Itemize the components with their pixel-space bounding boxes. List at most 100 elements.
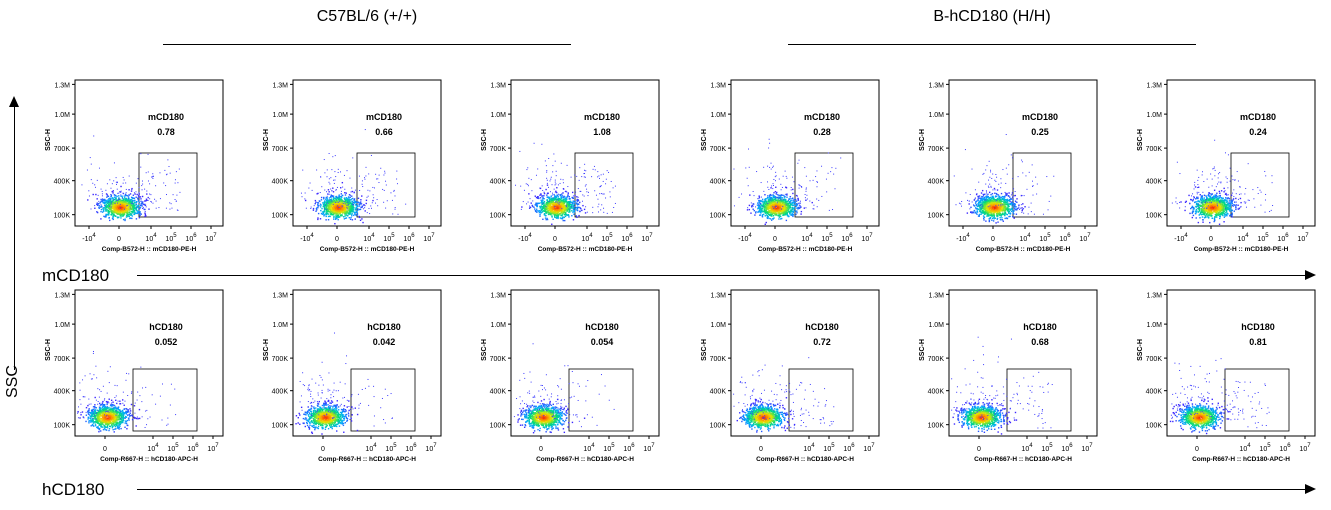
y-tick-label: 1.3M bbox=[1146, 82, 1162, 89]
gate-value: 0.28 bbox=[813, 127, 831, 137]
x-tick-label: 0 bbox=[553, 236, 557, 243]
x-tick-label: 0 bbox=[1209, 236, 1213, 243]
y-tick-label: 700K bbox=[1146, 356, 1163, 363]
y-tick-label: 1.0M bbox=[490, 322, 506, 329]
gate-box bbox=[568, 368, 634, 432]
y-tick-label: 100K bbox=[1146, 213, 1163, 220]
x-axis-title: Comp-B572-H :: mCD180-PE-H bbox=[758, 246, 853, 253]
x-tick-label: 106 bbox=[621, 233, 633, 243]
y-tick-label: 100K bbox=[710, 213, 727, 220]
gate-label: mCD180 bbox=[1240, 112, 1276, 122]
x-tick-label: 107 bbox=[861, 233, 873, 243]
gate-value: 0.81 bbox=[1249, 337, 1267, 347]
plot-frame bbox=[1166, 289, 1316, 437]
cell-population bbox=[733, 138, 842, 225]
x-tick-label: 104 bbox=[803, 443, 815, 453]
gate-box bbox=[356, 152, 416, 218]
x-tick-label: 107 bbox=[425, 443, 437, 453]
row2-x-arrow-line bbox=[137, 489, 1305, 490]
y-axis-title: SSC-H bbox=[45, 339, 52, 361]
y-tick-label: 1.0M bbox=[710, 112, 726, 119]
y-tick-label: 100K bbox=[272, 213, 289, 220]
row1-x-arrow-head bbox=[1305, 270, 1316, 280]
plot-frame bbox=[948, 79, 1098, 227]
y-tick-label: 100K bbox=[272, 423, 289, 430]
flow-plot-svg: 100K 400K 700K 1.0M 1.3M SSC-H -104 0 104 105 106 1… bbox=[45, 79, 224, 253]
x-tick-label: 105 bbox=[383, 233, 395, 243]
cell-population bbox=[951, 336, 1053, 435]
flow-panel-r1-c3: 100K 400K 700K 1.0M 1.3M SSC-H -104 0 104 105 106 1… bbox=[476, 72, 666, 272]
gate-box bbox=[1012, 152, 1072, 218]
x-tick-label: 0 bbox=[1195, 446, 1199, 453]
y-tick-label: 1.3M bbox=[1146, 292, 1162, 299]
y-tick-label: 700K bbox=[1146, 146, 1163, 153]
flow-panel-r2-c3: 100K 400K 700K 1.0M 1.3M SSC-H 0 104 105 106 107 Co… bbox=[476, 282, 666, 482]
y-arrow-line bbox=[14, 100, 15, 370]
y-tick-label: 1.0M bbox=[272, 112, 288, 119]
gate-label: mCD180 bbox=[804, 112, 840, 122]
x-tick-label: -104 bbox=[956, 233, 970, 243]
cell-population bbox=[77, 350, 177, 433]
y-tick-label: 400K bbox=[928, 179, 945, 186]
x-tick-label: 106 bbox=[1059, 233, 1071, 243]
x-tick-label: 107 bbox=[1299, 443, 1311, 453]
flow-plot-svg: 100K 400K 700K 1.0M 1.3M SSC-H 0 104 105 106 107 Co… bbox=[919, 289, 1098, 463]
x-tick-label: 106 bbox=[623, 443, 635, 453]
y-tick-label: 400K bbox=[54, 389, 71, 396]
y-axis-title: SSC-H bbox=[919, 129, 926, 151]
y-tick-label: 1.0M bbox=[272, 322, 288, 329]
x-tick-label: 105 bbox=[603, 443, 615, 453]
gate-box bbox=[1224, 368, 1290, 432]
x-tick-label: 106 bbox=[841, 233, 853, 243]
y-tick-label: 100K bbox=[490, 423, 507, 430]
cell-population bbox=[953, 134, 1055, 224]
gate-label: mCD180 bbox=[584, 112, 620, 122]
plot-frame bbox=[292, 79, 442, 227]
gate-value: 0.054 bbox=[591, 337, 614, 347]
flow-plot-svg: 100K 400K 700K 1.0M 1.3M SSC-H 0 104 105 106 107 Co… bbox=[1137, 289, 1316, 463]
gate-value: 0.68 bbox=[1031, 337, 1049, 347]
y-tick-label: 1.3M bbox=[490, 292, 506, 299]
flow-plot-svg: 100K 400K 700K 1.0M 1.3M SSC-H -104 0 104 105 106 1… bbox=[701, 79, 880, 253]
gate-label: mCD180 bbox=[366, 112, 402, 122]
x-tick-label: 105 bbox=[165, 233, 177, 243]
x-axis-title: Comp-B572-H :: mCD180-PE-H bbox=[102, 246, 197, 253]
x-tick-label: 104 bbox=[1019, 233, 1031, 243]
y-tick-label: 700K bbox=[490, 146, 507, 153]
x-axis-title: Comp-R667-H :: hCD180-APC-H bbox=[1192, 456, 1290, 463]
flow-plot-svg: 100K 400K 700K 1.0M 1.3M SSC-H 0 104 105 106 107 Co… bbox=[701, 289, 880, 463]
y-tick-label: 1.0M bbox=[928, 322, 944, 329]
x-tick-label: 0 bbox=[539, 446, 543, 453]
y-axis-title: SSC-H bbox=[701, 339, 708, 361]
plot-frame bbox=[730, 289, 880, 437]
y-axis-title: SSC-H bbox=[1137, 129, 1144, 151]
gate-box bbox=[794, 152, 854, 218]
flow-plot-svg: 100K 400K 700K 1.0M 1.3M SSC-H 0 104 105 106 107 Co… bbox=[263, 289, 442, 463]
cell-population bbox=[1169, 358, 1270, 435]
gate-label: hCD180 bbox=[367, 322, 401, 332]
x-tick-label: 104 bbox=[1021, 443, 1033, 453]
flow-panel-r1-c2: 100K 400K 700K 1.0M 1.3M SSC-H -104 0 104 105 106 1… bbox=[258, 72, 448, 272]
gate-box bbox=[1006, 368, 1072, 432]
gate-value: 0.66 bbox=[375, 127, 393, 137]
x-tick-label: 106 bbox=[403, 233, 415, 243]
flow-plot-svg: 100K 400K 700K 1.0M 1.3M SSC-H 0 104 105 106 107 Co… bbox=[45, 289, 224, 463]
cell-population bbox=[1171, 139, 1274, 225]
y-tick-label: 1.3M bbox=[272, 82, 288, 89]
y-tick-label: 1.3M bbox=[928, 292, 944, 299]
x-tick-label: 105 bbox=[385, 443, 397, 453]
x-tick-label: 0 bbox=[321, 446, 325, 453]
x-tick-label: -104 bbox=[1174, 233, 1188, 243]
flow-panel-r1-c5: 100K 400K 700K 1.0M 1.3M SSC-H -104 0 104 105 106 1… bbox=[914, 72, 1104, 272]
x-tick-label: 106 bbox=[1061, 443, 1073, 453]
y-tick-label: 1.3M bbox=[54, 82, 70, 89]
y-axis-title: SSC-H bbox=[701, 129, 708, 151]
x-tick-label: 105 bbox=[167, 443, 179, 453]
gate-box bbox=[1230, 152, 1290, 218]
x-tick-label: 0 bbox=[759, 446, 763, 453]
x-tick-label: 106 bbox=[1277, 233, 1289, 243]
flow-panel-r2-c6: 100K 400K 700K 1.0M 1.3M SSC-H 0 104 105 106 107 Co… bbox=[1132, 282, 1322, 482]
flow-panel-r1-c6: 100K 400K 700K 1.0M 1.3M SSC-H -104 0 104 105 106 1… bbox=[1132, 72, 1322, 272]
y-tick-label: 100K bbox=[1146, 423, 1163, 430]
y-tick-label: 1.3M bbox=[272, 292, 288, 299]
